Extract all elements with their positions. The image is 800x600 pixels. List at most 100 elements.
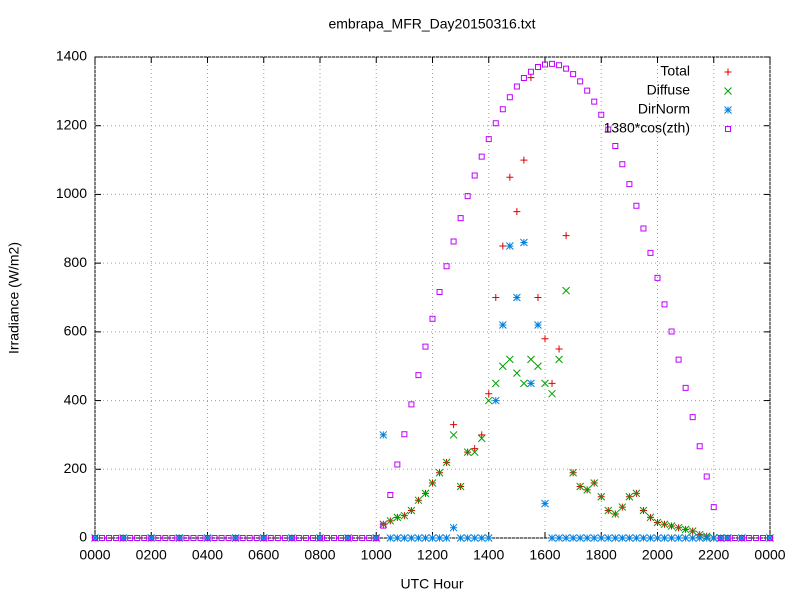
data-point: [541, 379, 549, 388]
data-point: [372, 534, 381, 542]
data-point: [534, 63, 541, 70]
data-point: [506, 94, 513, 101]
data-point: [232, 535, 239, 541]
data-point: [612, 142, 619, 149]
data-point: [611, 534, 620, 542]
data-point: [695, 534, 704, 542]
data-point: [625, 492, 634, 501]
data-point: [513, 293, 521, 302]
x-tick-label: 2200: [698, 547, 729, 563]
data-point: [344, 534, 352, 542]
data-point: [738, 535, 745, 541]
data-point: [625, 534, 634, 542]
data-point: [477, 534, 486, 542]
data-point: [316, 534, 324, 542]
x-tick-label: 1800: [586, 547, 617, 563]
data-point: [724, 535, 731, 541]
data-point: [211, 535, 218, 541]
data-point: [267, 535, 274, 541]
data-point: [611, 510, 620, 518]
data-point: [576, 534, 585, 542]
data-point: [520, 156, 528, 164]
data-point: [745, 535, 752, 541]
data-point: [106, 535, 113, 541]
data-point: [688, 527, 697, 535]
legend-marker: [725, 126, 731, 132]
y-tick-label: 200: [64, 460, 88, 476]
data-point: [604, 534, 613, 542]
data-point: [400, 534, 409, 542]
data-point: [352, 535, 359, 541]
data-point: [513, 83, 520, 90]
data-point: [429, 315, 436, 322]
data-point: [591, 98, 598, 105]
data-point: [239, 535, 246, 541]
x-tick-label: 0200: [136, 547, 167, 563]
data-point: [563, 65, 570, 72]
data-point: [463, 534, 472, 542]
data-point: [225, 535, 232, 541]
data-point: [548, 379, 556, 387]
data-point: [373, 535, 380, 541]
data-point: [456, 534, 465, 542]
data-point: [471, 172, 478, 179]
legend-label: 1380*cos(zth): [604, 120, 690, 136]
data-point: [491, 396, 500, 405]
data-point: [555, 534, 563, 542]
data-point: [513, 369, 521, 377]
data-point: [99, 535, 106, 541]
data-point: [520, 74, 527, 81]
data-point: [302, 535, 309, 541]
data-point: [527, 355, 535, 364]
data-point: [766, 534, 774, 542]
data-point: [147, 534, 156, 542]
data-point: [449, 523, 458, 532]
data-point: [505, 355, 514, 364]
data-point: [716, 534, 725, 542]
data-point: [485, 136, 492, 143]
y-tick-label: 0: [79, 529, 87, 545]
data-point: [463, 448, 472, 456]
data-point: [562, 232, 570, 240]
data-point: [717, 535, 724, 541]
y-tick-label: 1400: [56, 48, 87, 64]
data-point: [505, 242, 514, 250]
data-point: [569, 468, 577, 477]
data-point: [478, 431, 486, 439]
data-point: [520, 379, 528, 388]
x-tick-label: 0800: [304, 547, 335, 563]
data-point: [549, 60, 556, 67]
data-point: [464, 193, 471, 200]
data-point: [703, 473, 710, 480]
data-point: [491, 379, 500, 388]
data-point: [667, 534, 676, 542]
data-point: [639, 534, 648, 542]
data-point: [752, 535, 759, 541]
data-point: [393, 534, 402, 542]
data-point: [387, 492, 394, 499]
data-point: [155, 535, 162, 541]
data-point: [338, 535, 345, 541]
chart-title: embrapa_MFR_Day20150316.txt: [328, 16, 535, 32]
data-point: [681, 534, 690, 542]
data-point: [661, 301, 668, 308]
data-point: [113, 535, 120, 541]
data-point: [702, 534, 711, 542]
data-point: [632, 534, 641, 542]
y-tick-label: 1200: [56, 116, 87, 132]
data-point: [562, 286, 570, 295]
data-point: [288, 535, 295, 541]
x-tick-label: 2000: [642, 547, 673, 563]
data-point: [408, 401, 415, 408]
data-point: [359, 535, 366, 541]
data-point: [534, 294, 542, 301]
data-point: [394, 461, 401, 468]
data-point: [386, 534, 395, 542]
data-point: [688, 534, 697, 542]
data-point: [548, 389, 556, 398]
data-point: [309, 535, 316, 541]
y-tick-label: 600: [64, 323, 88, 339]
data-point: [639, 506, 648, 515]
data-point: [590, 534, 599, 542]
data-point: [428, 479, 437, 487]
